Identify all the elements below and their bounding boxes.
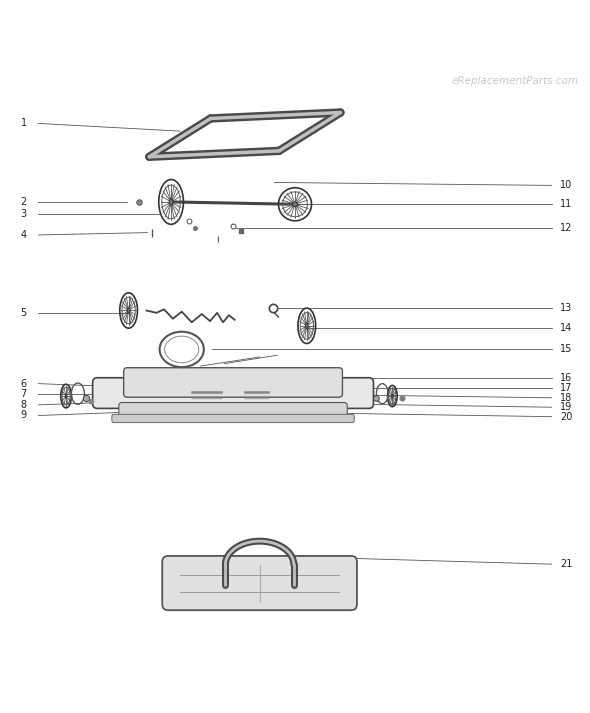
Ellipse shape: [65, 394, 67, 398]
Text: 20: 20: [560, 411, 572, 421]
Text: 3: 3: [21, 209, 27, 219]
Text: 14: 14: [560, 323, 572, 333]
Text: 13: 13: [560, 303, 572, 313]
Text: 15: 15: [560, 344, 572, 354]
Text: 17: 17: [560, 384, 572, 394]
Text: 2: 2: [21, 197, 27, 207]
Text: 7: 7: [21, 389, 27, 399]
FancyBboxPatch shape: [119, 403, 348, 421]
Text: 11: 11: [560, 199, 572, 210]
Text: 5: 5: [21, 308, 27, 318]
Text: 12: 12: [560, 223, 572, 233]
Ellipse shape: [306, 323, 308, 329]
Text: 16: 16: [560, 373, 572, 383]
Text: 4: 4: [21, 230, 27, 240]
Text: 18: 18: [560, 393, 572, 403]
FancyBboxPatch shape: [112, 414, 354, 423]
Text: 21: 21: [560, 559, 572, 569]
FancyBboxPatch shape: [93, 378, 373, 409]
Ellipse shape: [127, 308, 130, 313]
Text: 1: 1: [21, 118, 27, 128]
Ellipse shape: [293, 202, 297, 207]
Ellipse shape: [392, 394, 393, 398]
Text: eReplacementParts.com: eReplacementParts.com: [451, 76, 578, 86]
FancyBboxPatch shape: [162, 556, 357, 610]
Text: 6: 6: [21, 379, 27, 389]
Text: 10: 10: [560, 180, 572, 190]
FancyBboxPatch shape: [124, 368, 342, 397]
Text: 9: 9: [21, 411, 27, 421]
Text: 19: 19: [560, 402, 572, 412]
Ellipse shape: [169, 198, 173, 205]
Text: 8: 8: [21, 400, 27, 410]
